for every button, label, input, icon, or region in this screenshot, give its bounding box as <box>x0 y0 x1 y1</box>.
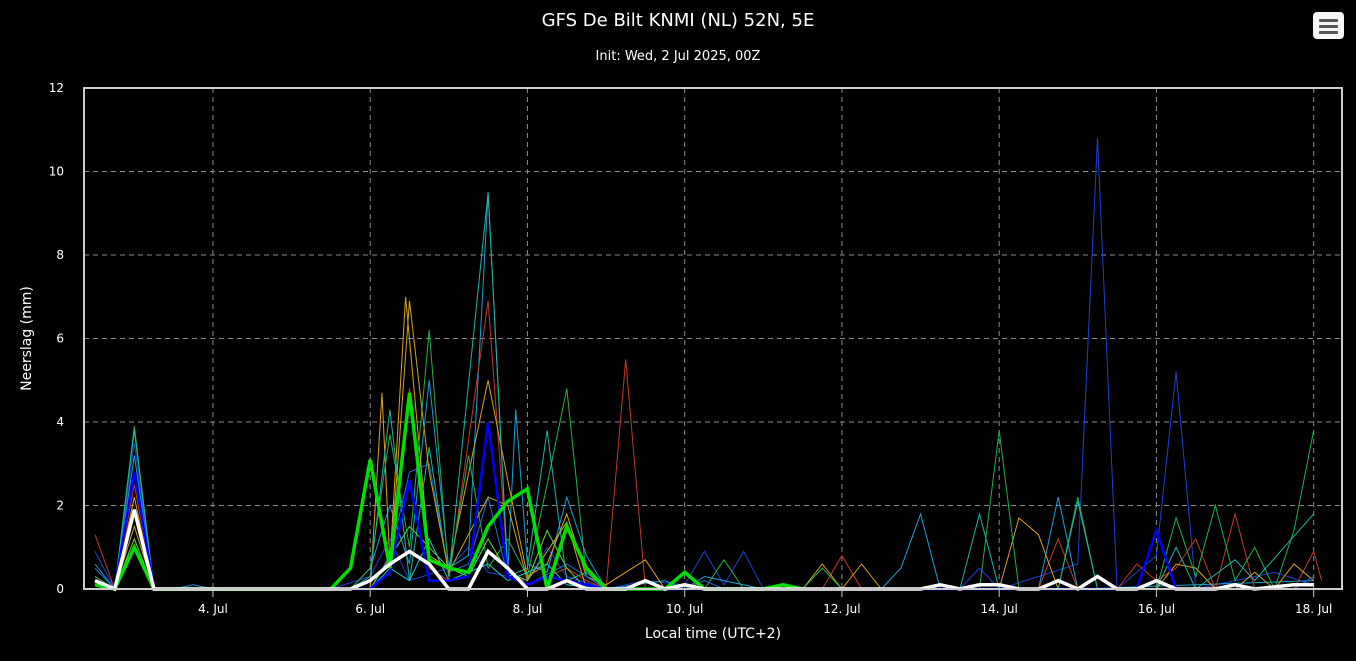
series-line-6 <box>94 192 1315 590</box>
menu-bar <box>1319 19 1338 22</box>
series-line-4 <box>94 296 1315 590</box>
y-tick-label: 10 <box>49 165 64 179</box>
series-line-2 <box>94 192 1314 591</box>
series-line-3 <box>94 300 1323 591</box>
grid <box>84 88 1342 589</box>
series-layer <box>94 138 1323 592</box>
y-tick-label: 2 <box>56 499 64 513</box>
chart-title: GFS De Bilt KNMI (NL) 52N, 5E <box>541 10 815 31</box>
x-tick-label: 8. Jul <box>513 602 543 616</box>
chart-subtitle: Init: Wed, 2 Jul 2025, 00Z <box>595 49 761 64</box>
x-tick-label: 6. Jul <box>355 602 385 616</box>
series-line-5 <box>94 330 1315 591</box>
x-tick-label: 12. Jul <box>823 602 860 616</box>
series-line-13 <box>94 509 1314 592</box>
hamburger-menu-icon[interactable] <box>1313 12 1344 39</box>
axes: 0 2 4 6 8 10 12 4. Jul 6. Jul 8. Jul 10. Jul 12. Ju… <box>49 81 1333 616</box>
plot-border <box>83 87 1343 590</box>
y-tick-label: 6 <box>56 332 64 346</box>
x-axis-title: Local time (UTC+2) <box>645 626 781 642</box>
y-tick-label: 4 <box>56 415 64 429</box>
y-axis-title: Neerslag (mm) <box>19 286 35 391</box>
x-tick-label: 16. Jul <box>1138 602 1175 616</box>
x-tick-label: 4. Jul <box>198 602 228 616</box>
y-tick-label: 12 <box>49 81 64 95</box>
series-line-1 <box>94 138 1314 591</box>
menu-bar <box>1319 25 1338 28</box>
series-line-7 <box>94 463 1314 591</box>
menu-bar <box>1319 31 1338 34</box>
y-tick-label: 0 <box>56 582 64 596</box>
y-tick-label: 8 <box>56 248 64 262</box>
x-tick-label: 14. Jul <box>980 602 1017 616</box>
x-tick-label: 18. Jul <box>1295 602 1332 616</box>
x-tick-label: 10. Jul <box>666 602 703 616</box>
